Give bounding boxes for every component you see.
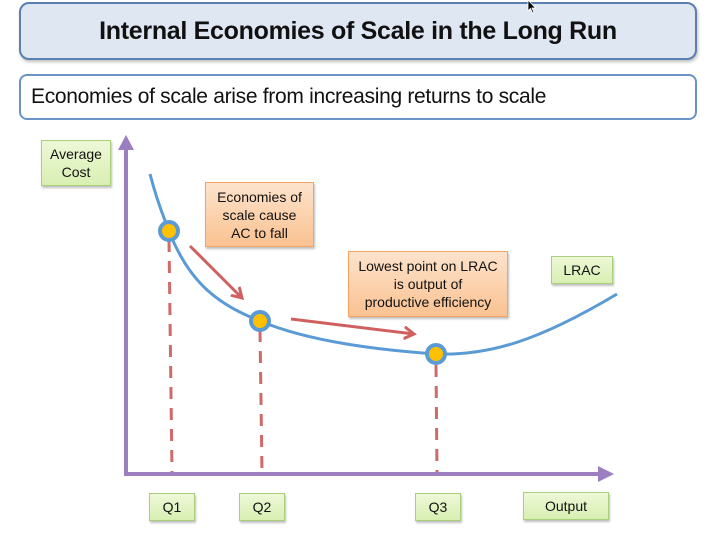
y-axis [118,135,134,474]
callout-line: scale cause [222,206,297,223]
page-title: Internal Economies of Scale in the Long … [99,16,617,45]
y-axis-label-line2: Cost [61,164,91,180]
q3-label: Q3 [415,493,461,521]
q2-label: Q2 [239,493,285,521]
x-axis [124,466,614,482]
callout-line: is output of [393,276,463,292]
callout-line: productive efficiency [364,294,492,310]
mouse-pointer-icon [527,0,537,14]
q1-label: Q1 [149,493,195,521]
callout-line: Economies of [217,188,302,205]
q3-text: Q3 [428,499,448,515]
output-label: Output [523,492,609,520]
lowest-point-callout: Lowest point on LRAC is output of produc… [348,251,508,317]
title-banner: Internal Economies of Scale in the Long … [19,2,697,60]
dashed-guides [167,239,439,473]
subtitle-banner: Economies of scale arise from increasing… [19,74,697,120]
lrac-label: LRAC [551,256,613,284]
subtitle-text: Economies of scale arise from increasing… [31,85,547,108]
point-q2 [249,310,271,332]
callout-line: Lowest point on LRAC [358,258,498,274]
economies-callout: Economies of scale cause AC to fall [205,182,314,247]
q2-text: Q2 [252,499,272,515]
falling-ac-arrow [188,244,242,298]
callout-line: AC to fall [231,224,288,241]
y-axis-label-line1: Average [50,146,102,162]
point-q1 [158,220,180,242]
point-q3 [425,343,447,365]
q1-text: Q1 [162,499,182,515]
y-axis-label: Average Cost [41,140,111,186]
to-minimum-arrow [290,317,414,334]
output-text: Output [544,498,588,514]
lrac-label-text: LRAC [563,262,601,278]
